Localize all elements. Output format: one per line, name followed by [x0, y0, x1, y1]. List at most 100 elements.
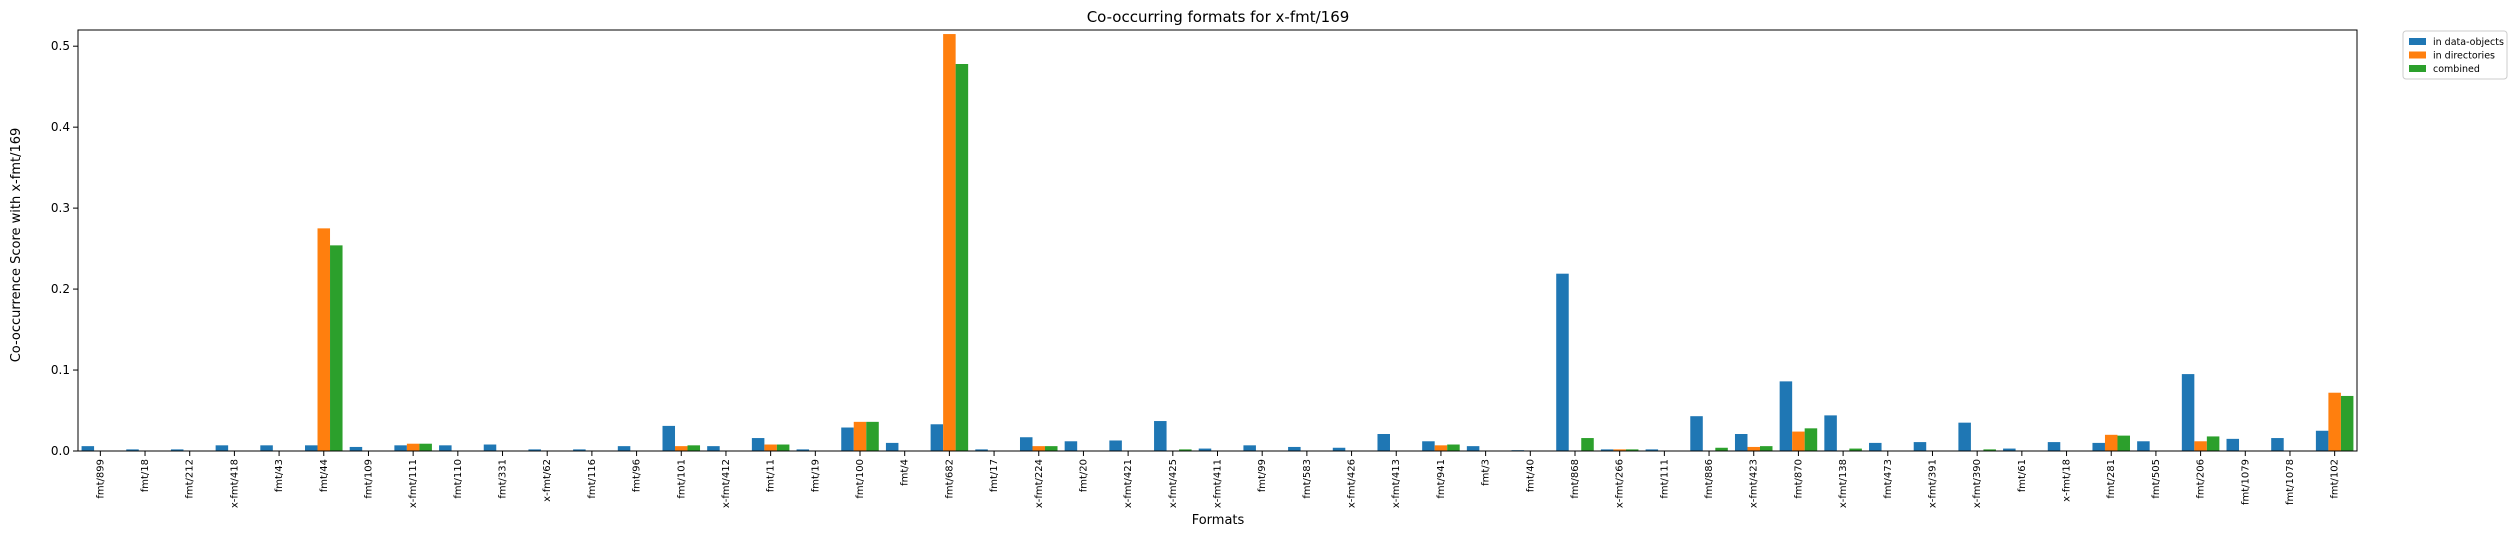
x-tick-label: fmt/886 [1704, 459, 1715, 499]
bar-fmt/281-in-directories [2104, 434, 2118, 451]
bar-fmt/868-in-data-objects [1556, 273, 1569, 451]
bar-fmt/870-combined [1804, 428, 1818, 451]
legend-swatch [2409, 38, 2426, 45]
x-tick-label: fmt/110 [453, 459, 464, 499]
bar-fmt/101-in-directories [675, 446, 688, 451]
bar-x-fmt/266-combined [1625, 449, 1639, 451]
bar-x-fmt/62-in-data-objects [528, 449, 541, 451]
bar-fmt/682-in-directories [943, 34, 956, 452]
bar-fmt/102-in-directories [2328, 392, 2341, 451]
legend-label: in data-objects [2433, 37, 2504, 48]
x-tick-label: fmt/102 [2330, 459, 2341, 499]
bar-x-fmt/423-in-data-objects [1734, 434, 1748, 451]
bar-fmt/18-in-data-objects [126, 449, 139, 451]
x-tick-label: fmt/1078 [2285, 459, 2296, 505]
legend-label: in directories [2433, 51, 2495, 62]
legend-box [2402, 30, 2508, 80]
x-tick-label: x-fmt/18 [2062, 459, 2073, 502]
bar-fmt/870-in-directories [1792, 431, 1805, 451]
x-tick-label: fmt/3 [1481, 459, 1492, 486]
bar-fmt/4-in-data-objects [885, 442, 899, 451]
bar-fmt/206-combined [2206, 436, 2220, 451]
bar-x-fmt/390-combined [1983, 449, 1996, 451]
x-tick-label: fmt/111 [1659, 459, 1670, 499]
bar-fmt/102-combined [2340, 395, 2354, 451]
y-tick-label: 0.0 [51, 444, 70, 458]
x-tick-label: x-fmt/412 [721, 459, 732, 508]
bar-x-fmt/426-in-data-objects [1332, 447, 1346, 451]
bar-fmt/109-in-data-objects [349, 446, 363, 451]
bar-x-fmt/425-combined [1179, 449, 1192, 451]
bar-fmt/44-in-directories [317, 228, 331, 451]
x-tick-label: x-fmt/425 [1168, 459, 1179, 508]
bar-x-fmt/138-combined [1849, 448, 1862, 451]
bar-x-fmt/418-in-data-objects [215, 445, 229, 451]
bar-x-fmt/111-in-directories [406, 443, 420, 451]
bar-fmt/111-in-data-objects [1645, 449, 1659, 451]
bar-fmt/899-in-data-objects [81, 446, 95, 451]
x-tick-label: x-fmt/421 [1123, 459, 1134, 508]
bar-fmt/101-in-data-objects [662, 425, 676, 451]
bar-fmt/505-in-data-objects [2137, 441, 2150, 451]
bar-x-fmt/111-combined [419, 443, 432, 451]
x-tick-label: fmt/61 [2017, 459, 2028, 492]
x-tick-label: fmt/682 [944, 459, 955, 499]
x-tick-label: fmt/212 [185, 459, 196, 499]
bar-fmt/11-in-data-objects [751, 438, 765, 451]
bar-fmt/99-in-data-objects [1243, 445, 1256, 451]
bar-x-fmt/390-in-data-objects [1958, 422, 1971, 451]
bar-fmt/281-in-data-objects [2092, 442, 2105, 451]
x-tick-label: fmt/99 [1257, 459, 1268, 492]
chart-title: Co-occurring formats for x-fmt/169 [1087, 8, 1350, 26]
x-tick-label: fmt/870 [1793, 459, 1804, 499]
x-tick-label: fmt/583 [1302, 459, 1313, 499]
bar-fmt/100-combined [866, 421, 879, 451]
bar-fmt/331-in-data-objects [483, 444, 497, 451]
bar-x-fmt/224-in-directories [1032, 446, 1046, 451]
bar-fmt/43-in-data-objects [260, 445, 273, 451]
x-tick-label: fmt/206 [2196, 459, 2207, 499]
x-tick-label: x-fmt/411 [1213, 459, 1224, 508]
y-tick-label: 0.1 [51, 363, 70, 377]
bar-fmt/941-in-data-objects [1422, 441, 1435, 451]
x-tick-label: fmt/101 [676, 459, 687, 499]
bar-fmt/941-in-directories [1434, 445, 1448, 451]
bar-x-fmt/18-in-data-objects [2047, 442, 2061, 451]
bar-fmt/3-in-data-objects [1466, 446, 1480, 451]
bar-fmt/102-in-data-objects [2315, 430, 2329, 451]
bar-fmt/206-in-directories [2194, 441, 2207, 451]
x-axis-ticks: fmt/899 fmt/18 fmt/212 x-fmt/418 fmt/43 fmt/4… [95, 451, 2341, 508]
bar-x-fmt/412-in-data-objects [707, 446, 720, 451]
bar-fmt/473-in-data-objects [1869, 442, 1882, 451]
x-tick-label: x-fmt/111 [408, 459, 419, 508]
bar-fmt/11-in-directories [764, 444, 777, 451]
bar-fmt/100-in-data-objects [841, 427, 854, 451]
x-tick-label: fmt/100 [855, 459, 866, 499]
bar-x-fmt/391-in-data-objects [1913, 442, 1927, 451]
bar-fmt/206-in-data-objects [2181, 374, 2195, 451]
bar-fmt/116-in-data-objects [573, 449, 586, 451]
x-tick-label: fmt/18 [140, 459, 151, 492]
bar-fmt/886-in-data-objects [1690, 416, 1703, 451]
bar-x-fmt/411-in-data-objects [1198, 448, 1212, 451]
bar-fmt/886-combined [1715, 447, 1728, 451]
x-tick-label: x-fmt/390 [1972, 459, 1983, 508]
x-tick-label: fmt/17 [989, 459, 1000, 492]
bar-fmt/17-in-data-objects [975, 449, 988, 451]
x-tick-label: fmt/505 [2151, 459, 2162, 499]
legend-swatch [2409, 51, 2426, 59]
bar-x-fmt/423-combined [1759, 446, 1773, 451]
bar-x-fmt/425-in-data-objects [1154, 421, 1167, 451]
x-tick-label: fmt/44 [319, 459, 330, 492]
y-tick-label: 0.2 [51, 282, 70, 296]
bar-fmt/110-in-data-objects [439, 445, 452, 451]
legend: in data-objects in directories combined [2402, 30, 2508, 80]
bar-fmt/20-in-data-objects [1064, 441, 1078, 451]
bar-fmt/941-combined [1447, 444, 1460, 451]
x-tick-label: x-fmt/418 [229, 459, 240, 508]
legend-swatch [2409, 65, 2426, 72]
y-tick-label: 0.4 [51, 120, 70, 134]
y-axis-ticks: 0.0 0.1 0.2 0.3 0.4 0.5 [51, 39, 78, 458]
x-tick-label: x-fmt/62 [542, 459, 553, 502]
